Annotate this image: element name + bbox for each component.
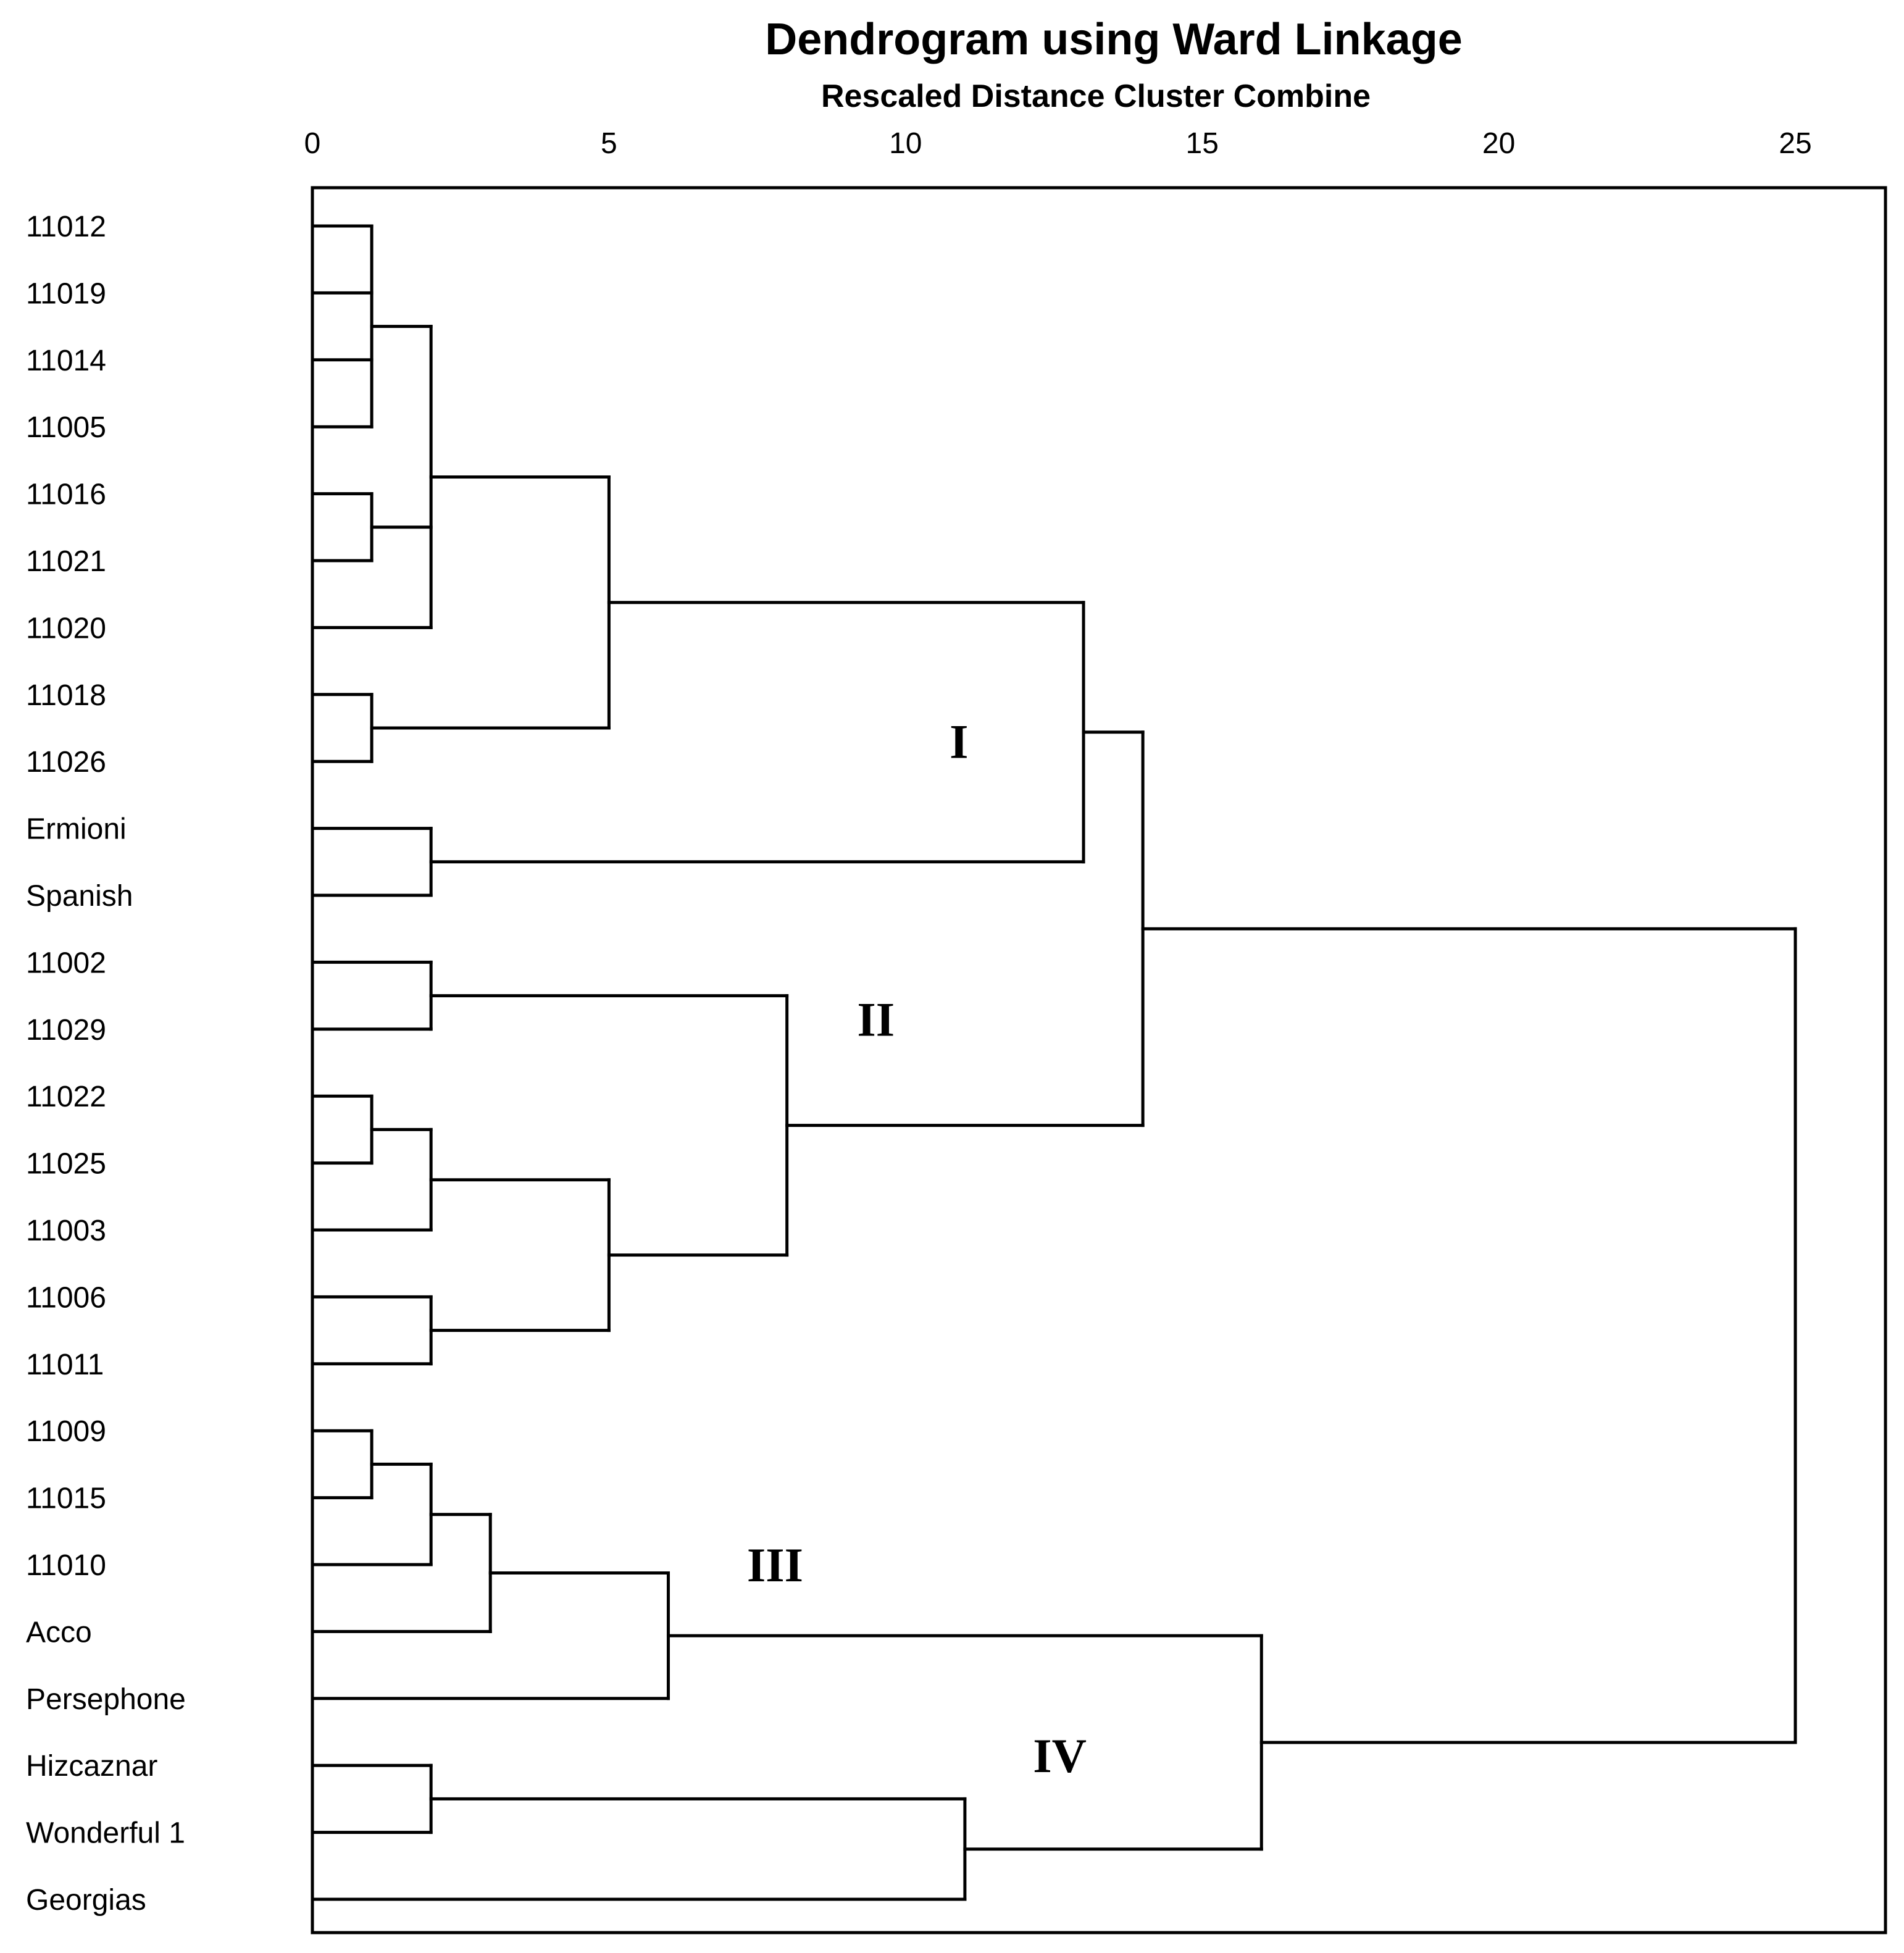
- x-tick-label: 15: [1186, 127, 1219, 160]
- plot-frame: [311, 186, 1887, 1934]
- leaf-label: Acco: [26, 1616, 92, 1649]
- cluster-label: II: [857, 993, 895, 1047]
- dendrogram-links: [311, 224, 1797, 1901]
- leaf-label: 11014: [26, 345, 106, 377]
- leaf-label: 11003: [26, 1215, 106, 1247]
- chart-subtitle: Rescaled Distance Cluster Combine: [821, 78, 1371, 114]
- leaf-label: 11021: [26, 545, 106, 578]
- leaf-label: 11012: [26, 211, 106, 243]
- leaf-label: 11009: [26, 1415, 106, 1448]
- leaf-label: 11016: [26, 479, 106, 511]
- leaf-label: 11015: [26, 1483, 106, 1515]
- leaf-label: 11005: [26, 411, 106, 444]
- leaf-label: 11018: [26, 679, 106, 712]
- x-axis-ticks: 0 5 10 15 20 25: [304, 127, 1812, 160]
- leaf-label: Georgias: [26, 1884, 146, 1917]
- x-tick-label: 20: [1482, 127, 1515, 160]
- leaf-label: 11025: [26, 1148, 106, 1181]
- leaf-label: Wonderful 1: [26, 1817, 185, 1850]
- leaf-label: 11010: [26, 1549, 106, 1582]
- leaf-label: Ermioni: [26, 813, 127, 846]
- leaf-label: 11006: [26, 1281, 106, 1314]
- x-tick-label: 0: [304, 127, 321, 160]
- x-tick-label: 10: [889, 127, 922, 160]
- leaf-label: Hizcaznar: [26, 1750, 157, 1783]
- leaf-label: 11022: [26, 1081, 106, 1113]
- leaf-label: 11020: [26, 612, 106, 645]
- x-tick-label: 5: [601, 127, 617, 160]
- leaf-labels: 11012 11019 11014 11005 11016 11021 11020 11018…: [26, 211, 186, 1917]
- leaf-label: 11019: [26, 277, 106, 310]
- x-tick-label: 25: [1779, 127, 1811, 160]
- cluster-label: I: [950, 715, 968, 769]
- leaf-label: 11002: [26, 947, 106, 979]
- chart-title: Dendrogram using Ward Linkage: [765, 15, 1462, 64]
- leaf-label: 11011: [26, 1349, 104, 1381]
- leaf-label: Persephone: [26, 1683, 186, 1716]
- cluster-label: III: [747, 1538, 803, 1592]
- leaf-label: Spanish: [26, 880, 133, 913]
- leaf-label: 11029: [26, 1014, 106, 1047]
- cluster-label: IV: [1033, 1729, 1087, 1783]
- leaf-label: 11026: [26, 746, 106, 779]
